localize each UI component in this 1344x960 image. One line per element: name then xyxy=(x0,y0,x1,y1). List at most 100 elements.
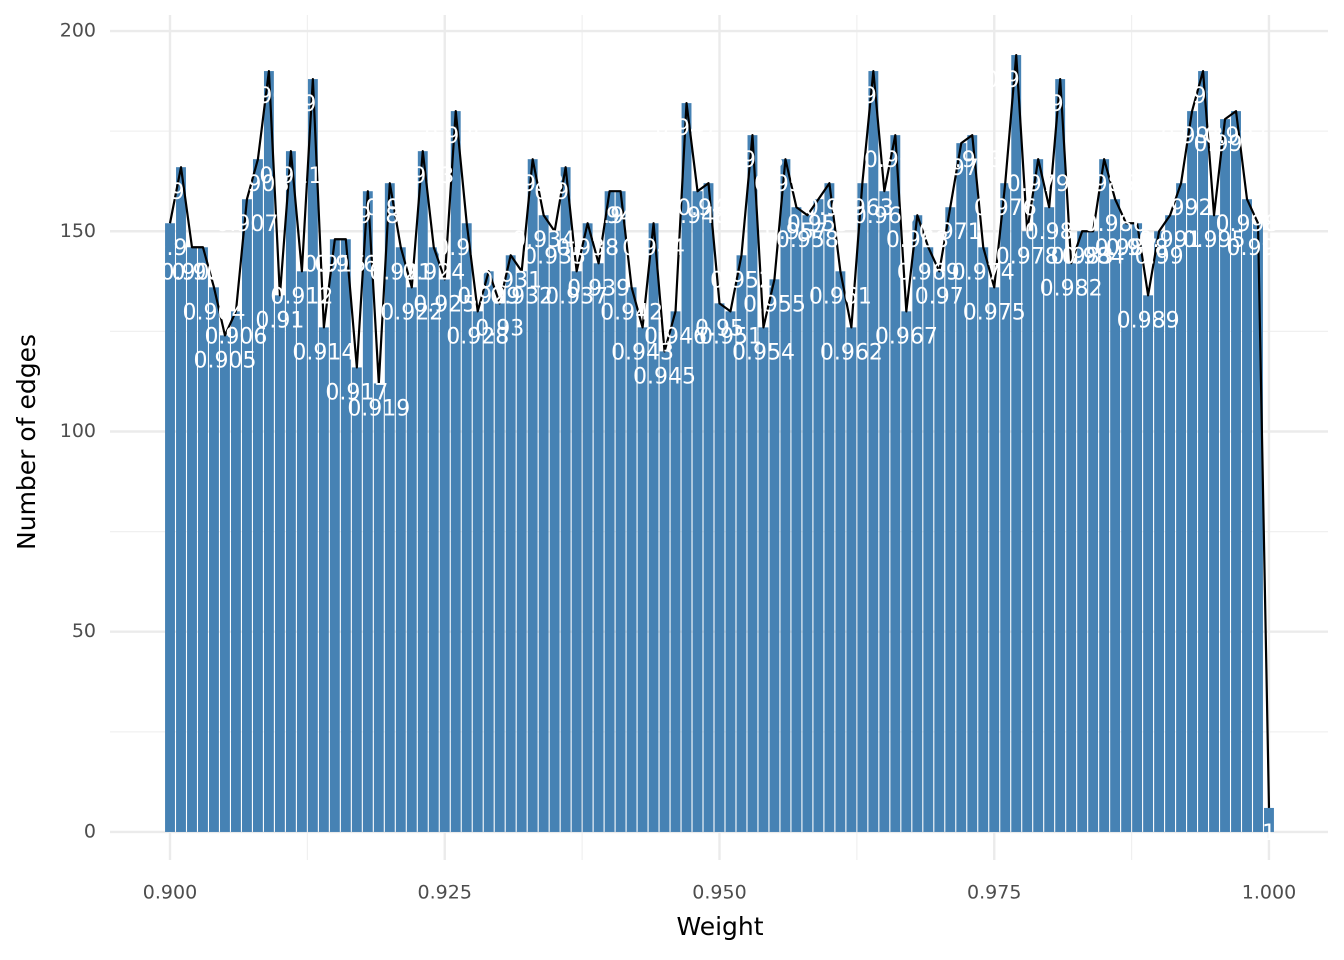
bar xyxy=(857,183,868,832)
point-label: 0.962 xyxy=(820,340,883,365)
point-label: 0.902 xyxy=(160,260,223,285)
bar xyxy=(373,383,384,832)
bar xyxy=(494,303,505,832)
point-label: 0.916 xyxy=(314,252,377,277)
point-label: 0.951 xyxy=(699,324,762,349)
bar xyxy=(945,207,956,832)
bar xyxy=(384,183,395,832)
point-label: 0.985 xyxy=(1073,172,1136,197)
point-label: 0.959 xyxy=(787,212,850,237)
point-label: 0.926 xyxy=(424,124,487,149)
point-label: 0.993 xyxy=(1161,124,1224,149)
bar xyxy=(1165,215,1176,832)
point-label: 0.934 xyxy=(512,228,575,253)
bar xyxy=(978,247,989,832)
bar xyxy=(1242,199,1252,832)
point-label: 0.978 xyxy=(996,244,1059,269)
point-label: 0.984 xyxy=(1062,244,1125,269)
point-label: 0.979 xyxy=(1007,172,1070,197)
point-label: 0.911 xyxy=(259,164,322,189)
point-label: 0.963 xyxy=(831,196,894,221)
bar xyxy=(351,367,362,832)
y-tick-label: 200 xyxy=(60,20,96,42)
x-tick-label: 0.900 xyxy=(143,882,197,904)
bar xyxy=(802,215,813,832)
point-label: 0.957 xyxy=(765,220,828,245)
bar xyxy=(769,279,780,832)
bar xyxy=(263,71,274,832)
point-label: 0.975 xyxy=(963,300,1026,325)
bar xyxy=(187,247,197,832)
point-label: 0.905 xyxy=(193,348,256,373)
point-label: 0.956 xyxy=(754,172,817,197)
point-label: 0.914 xyxy=(292,340,355,365)
bar xyxy=(1066,263,1077,832)
point-label: 0.91 xyxy=(255,308,304,333)
point-label: 0.942 xyxy=(600,300,663,325)
point-label: 0.924 xyxy=(402,260,465,285)
bar xyxy=(318,327,329,832)
bar xyxy=(1099,159,1110,832)
bar xyxy=(681,103,692,832)
point-label: 0.95 xyxy=(695,316,744,341)
bar xyxy=(1110,199,1121,832)
point-label: 0.946 xyxy=(644,324,707,349)
point-label: 0.943 xyxy=(611,340,674,365)
bar xyxy=(934,271,945,832)
bar xyxy=(1044,207,1055,832)
bar xyxy=(395,247,406,832)
bar xyxy=(1143,295,1154,832)
point-label: 0.953 xyxy=(721,148,784,173)
y-axis-title: Number of edges xyxy=(12,334,41,550)
point-label: 0.929 xyxy=(457,284,520,309)
point-label: 0.954 xyxy=(732,340,795,365)
point-label: 0.909 xyxy=(237,84,300,109)
bar xyxy=(1121,223,1132,832)
bar xyxy=(868,71,879,832)
bar xyxy=(176,167,186,832)
x-axis-title: Weight xyxy=(676,912,763,941)
point-label: 0.997 xyxy=(1205,124,1268,149)
bar xyxy=(549,231,560,832)
point-label: 0.939 xyxy=(567,276,630,301)
point-label: 0.938 xyxy=(556,236,619,261)
bar xyxy=(417,151,428,832)
point-label: 0.913 xyxy=(281,92,344,117)
point-label: 0.919 xyxy=(347,396,410,421)
point-label: 0.947 xyxy=(655,116,718,141)
bar xyxy=(1264,807,1274,832)
point-label: 0.922 xyxy=(380,300,443,325)
point-label: 0.912 xyxy=(270,284,333,309)
bar xyxy=(1000,183,1011,832)
point-label: 0.921 xyxy=(369,260,432,285)
point-label: 0.918 xyxy=(336,204,399,229)
point-label: 0.915 xyxy=(303,252,366,277)
point-label: 0.973 xyxy=(941,148,1004,173)
bar xyxy=(879,191,890,832)
point-label: 0.955 xyxy=(743,292,806,317)
bar xyxy=(472,311,483,832)
bar xyxy=(615,191,626,832)
bar xyxy=(758,327,769,832)
bar xyxy=(714,303,725,832)
bar xyxy=(956,143,967,832)
point-label: 0.923 xyxy=(391,164,454,189)
point-label: 0.937 xyxy=(545,284,608,309)
point-label: 0.989 xyxy=(1117,308,1180,333)
point-label: 1 xyxy=(1262,821,1276,846)
bar xyxy=(560,167,571,832)
point-label: 0.9 xyxy=(153,236,188,261)
bar xyxy=(1154,231,1165,832)
bar xyxy=(1187,111,1198,832)
point-label: 0.935 xyxy=(523,244,586,269)
bar xyxy=(659,351,670,832)
bar xyxy=(329,239,340,832)
point-label: 0.94 xyxy=(585,204,634,229)
y-tick-label: 50 xyxy=(72,620,96,642)
bar xyxy=(406,287,417,832)
bar xyxy=(692,191,703,832)
bar xyxy=(538,215,549,832)
point-label: 0.932 xyxy=(490,284,553,309)
bar xyxy=(461,223,472,832)
bar xyxy=(483,271,494,832)
